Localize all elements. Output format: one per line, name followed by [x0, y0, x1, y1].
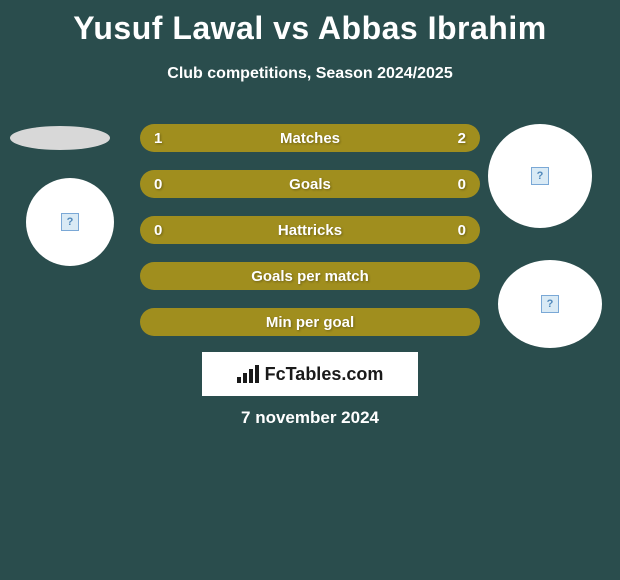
stat-left-value: 0 [154, 222, 162, 239]
stat-label: Goals [289, 176, 331, 193]
stat-label: Goals per match [251, 268, 369, 285]
player2-avatar-circle-bottom: ? [498, 260, 602, 348]
stat-left-value: 1 [154, 130, 162, 147]
stat-bar-goals: 0 Goals 0 [140, 170, 480, 198]
stat-label: Hattricks [278, 222, 342, 239]
stat-label: Min per goal [266, 314, 354, 331]
date-text: 7 november 2024 [0, 408, 620, 428]
fctables-logo[interactable]: FcTables.com [202, 352, 418, 396]
stat-right-value: 0 [458, 222, 466, 239]
logo-text: FcTables.com [237, 364, 384, 385]
logo-label: FcTables.com [265, 364, 384, 385]
stat-bar-hattricks: 0 Hattricks 0 [140, 216, 480, 244]
chart-icon [237, 365, 259, 383]
stat-label: Matches [280, 130, 340, 147]
placeholder-icon: ? [541, 295, 559, 313]
stat-bar-goals-per-match: Goals per match [140, 262, 480, 290]
placeholder-icon: ? [531, 167, 549, 185]
stat-right-value: 0 [458, 176, 466, 193]
stat-bar-matches: 1 Matches 2 [140, 124, 480, 152]
stat-right-value: 2 [458, 130, 466, 147]
page-title: Yusuf Lawal vs Abbas Ibrahim [0, 0, 620, 47]
player1-avatar-circle: ? [26, 178, 114, 266]
placeholder-icon: ? [61, 213, 79, 231]
stats-bars-container: 1 Matches 2 0 Goals 0 0 Hattricks 0 Goal… [140, 124, 480, 354]
stat-left-value: 0 [154, 176, 162, 193]
player1-shadow-ellipse [10, 126, 110, 150]
stat-bar-min-per-goal: Min per goal [140, 308, 480, 336]
player2-avatar-circle-top: ? [488, 124, 592, 228]
subtitle: Club competitions, Season 2024/2025 [0, 65, 620, 83]
